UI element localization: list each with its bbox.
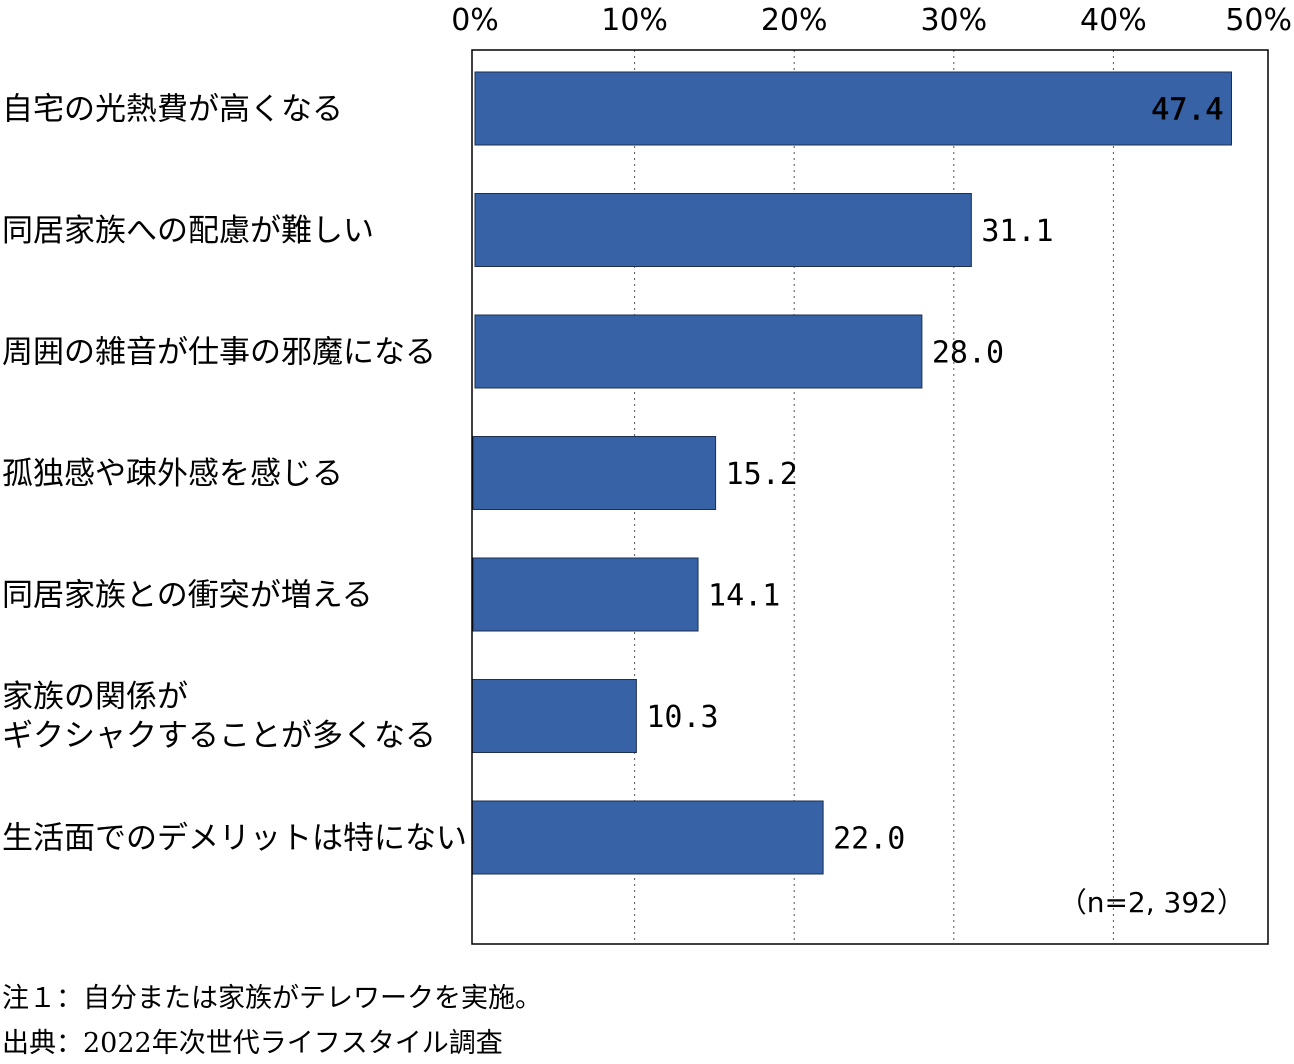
data-label: 14.1	[708, 579, 780, 614]
data-label: 28.0	[932, 336, 1004, 371]
data-label: 15.2	[726, 457, 798, 492]
bar	[471, 679, 637, 753]
category-labels: 自宅の光熱費が高くなる同居家族への配慮が難しい周囲の雑音が仕事の邪魔になる孤独感…	[2, 92, 467, 857]
bar	[472, 436, 717, 510]
category-label: 自宅の光熱費が高くなる	[2, 92, 343, 128]
category-label: 同居家族との衝突が増える	[2, 578, 373, 614]
x-tick-label: 30%	[920, 3, 987, 38]
data-label: 31.1	[981, 214, 1053, 249]
x-tick-label: 0%	[451, 3, 499, 38]
category-label: 生活面でのデメリットは特にない	[2, 821, 467, 857]
data-labels: 47.4 31.1 28.0 15.2 14.1 10.3 22.0	[646, 92, 1223, 857]
data-label: 47.4	[1151, 93, 1223, 128]
category-label: 周囲の雑音が仕事の邪魔になる	[2, 335, 436, 371]
category-label: 孤独感や疎外感を感じる	[2, 456, 343, 492]
x-tick-label: 40%	[1080, 3, 1147, 38]
x-tick-label: 20%	[761, 3, 828, 38]
x-axis-ticks: 0% 10% 20% 30% 40% 50%	[451, 3, 1292, 38]
data-label: 10.3	[646, 700, 718, 735]
bar	[474, 314, 923, 389]
footnote: 注１：自分または家族がテレワークを実施。	[2, 983, 542, 1014]
gridlines	[634, 50, 1114, 944]
bar	[472, 557, 699, 632]
source-note: 出典：2022年次世代ライフスタイル調査	[2, 1028, 503, 1059]
bar	[471, 800, 824, 875]
category-label: 家族の関係が	[2, 679, 188, 715]
bar	[474, 71, 1233, 146]
category-label: ギクシャクすることが多くなる	[2, 718, 436, 754]
plot-frame	[471, 49, 1269, 945]
category-label: 同居家族への配慮が難しい	[2, 213, 374, 249]
bars	[471, 71, 1233, 875]
x-tick-label: 50%	[1225, 3, 1292, 38]
bar	[474, 193, 972, 267]
sample-size-label: （n=2, 392）	[1059, 886, 1245, 919]
data-label: 22.0	[833, 822, 905, 857]
x-tick-label: 10%	[601, 3, 668, 38]
